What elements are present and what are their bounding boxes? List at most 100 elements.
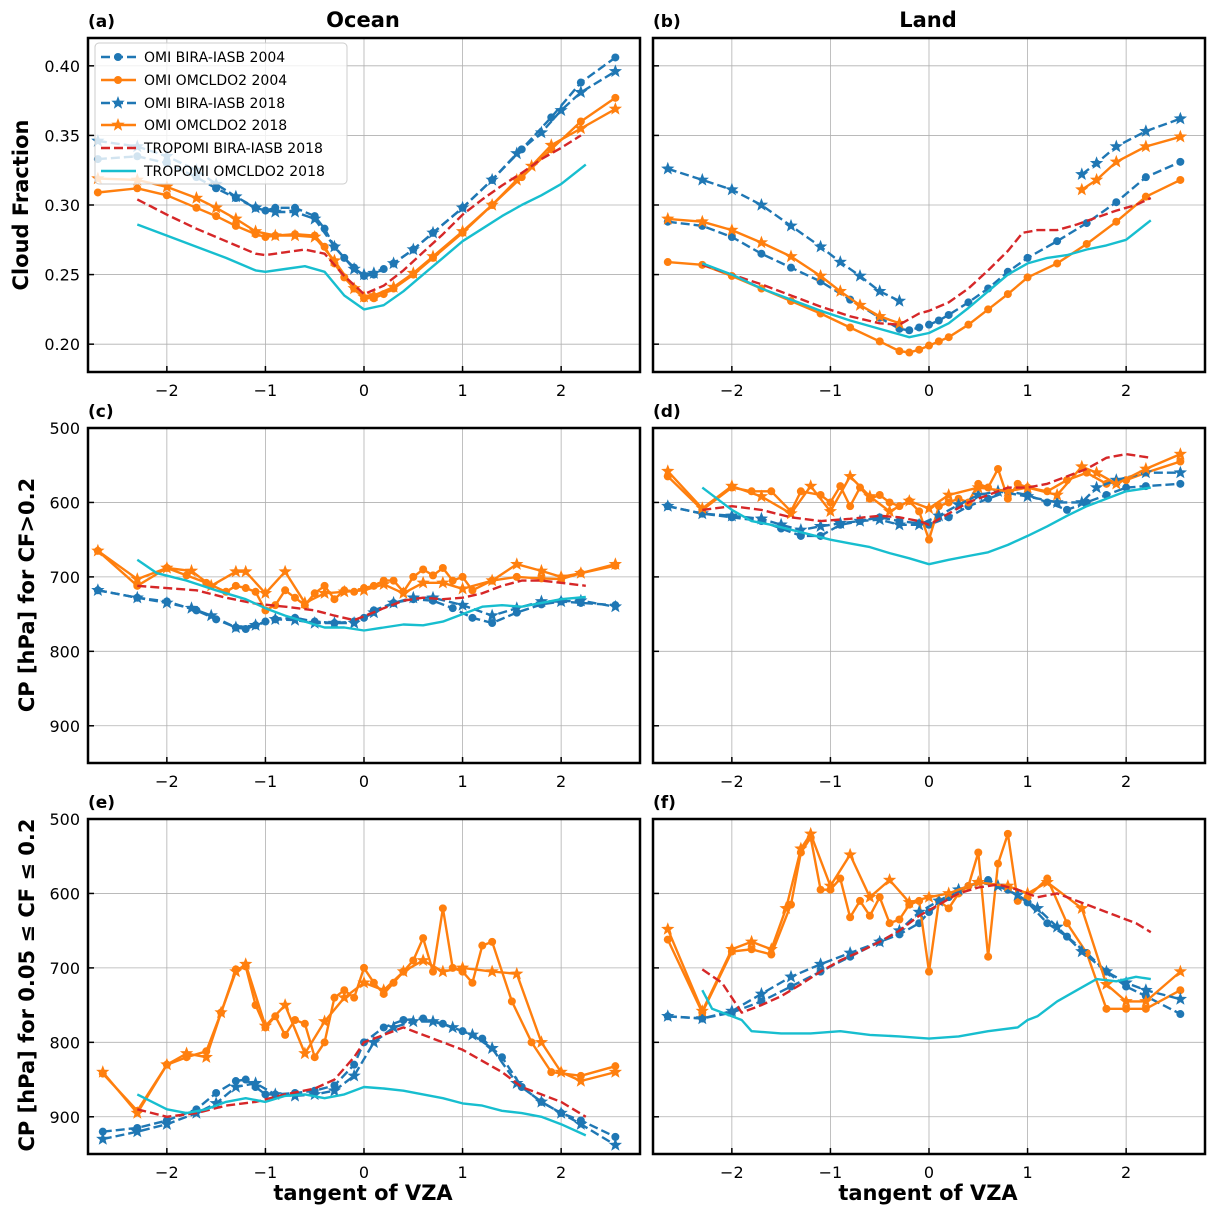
data-point-1-12 [291,593,299,602]
y-tick-label-0: 500 [49,419,80,438]
data-point-3-1 [695,501,709,515]
data-point-2-2 [160,1117,174,1130]
data-point-2-17 [1050,495,1064,509]
data-point-1-34 [1122,1004,1131,1013]
data-point-2-13 [386,1020,401,1034]
data-point-1-17 [340,986,349,995]
data-point-2-20 [534,1094,549,1108]
xlabel-right: tangent of VZA [838,1181,1018,1205]
data-point-2-6 [248,200,263,214]
data-point-0-25 [576,78,585,87]
data-point-2-9 [892,294,907,307]
data-point-0-0 [98,1127,107,1136]
x-tick-label-0: −2 [155,772,179,791]
data-point-3-10 [863,890,877,903]
data-point-4-2 [725,223,739,236]
data-point-1-25 [994,464,1002,473]
data-point-1-24 [409,572,418,581]
series-line-4 [702,452,1151,526]
data-point-1-8 [251,587,260,596]
data-point-3-16 [436,575,450,589]
series-line-2 [102,1020,617,1147]
panel-1: −2 −1 0 1 2 (b) [651,12,1207,400]
series-group [661,111,1187,357]
data-point-3-14 [386,280,401,293]
data-point-2-21 [1173,992,1187,1005]
data-point-1-19 [1082,239,1091,248]
data-point-3-23 [608,102,622,115]
data-point-0-13 [350,1060,359,1069]
data-point-2-18 [485,1041,499,1054]
data-point-0-24 [1176,479,1185,488]
data-point-3-13 [377,577,391,590]
data-point-0-19 [1063,505,1071,514]
data-point-2-0 [661,499,675,512]
data-point-2-5 [229,1080,243,1093]
x-tick-label-4: 2 [556,772,566,791]
data-point-1-1 [133,581,142,590]
data-point-1-4 [212,212,221,221]
data-point-0-12 [934,316,943,325]
data-point-3-7 [843,469,857,483]
data-point-2-18 [1075,495,1089,509]
data-point-1-36 [1176,986,1185,995]
data-point-2-9 [912,905,926,918]
data-point-3-6 [229,964,243,978]
series-line-4 [701,883,1152,1014]
data-point-3-13 [357,975,371,989]
data-point-1-19 [360,963,368,972]
data-point-2-21 [1139,465,1153,479]
data-point-1-13 [875,491,884,499]
data-point-3-15 [416,575,430,589]
data-point-1-35 [1176,457,1185,466]
data-point-2-14 [406,590,420,604]
data-point-3-18 [1040,875,1054,888]
x-tick-label-3: 1 [457,1163,467,1182]
panel-3: −2 −1 0 1 2 (d) [651,402,1207,791]
data-point-1-4 [767,487,776,496]
data-point-2-1 [695,172,709,186]
y-tick-label-2: 0.30 [44,196,80,215]
data-point-2-22 [574,1117,588,1130]
panel-2: −2 −1 0 1 2 500 600 700 800 900 (c) [49,402,642,791]
data-point-2-11 [347,262,361,275]
data-point-4-4 [784,249,798,263]
x-tick-label-2: 0 [359,772,369,791]
series-line-5 [136,1085,587,1137]
data-point-3-18 [485,573,499,587]
data-point-4-1 [695,214,709,228]
data-point-3-8 [288,228,302,242]
data-point-1-22 [389,978,398,987]
data-point-0-10 [915,323,924,332]
data-point-2-13 [951,497,966,511]
column-title-ocean: Ocean [326,8,400,32]
data-point-2-12 [367,1035,381,1048]
series-line-5 [136,163,587,311]
data-point-1-29 [458,572,467,581]
data-point-2-10 [327,1083,342,1097]
data-point-2-17 [1075,944,1089,958]
data-point-2-21 [554,103,568,116]
data-point-0-22 [1122,483,1131,492]
y-tick-label-3: 800 [49,642,80,661]
data-point-3-16 [426,249,440,263]
y-tick-label-4: 900 [49,1108,80,1127]
data-point-2-6 [843,946,857,959]
data-point-2-23 [608,64,622,78]
data-point-1-10 [915,345,924,354]
legend-label-0: OMI BIRA-IASB 2004 [144,50,285,66]
data-point-3-13 [367,288,381,302]
data-point-2-17 [465,1027,480,1041]
data-point-3-16 [1001,879,1015,892]
data-point-3-17 [436,964,450,978]
row3-ylabel: CP [hPa] for 0.05 ≤ CF ≤ 0.2 [15,818,39,1151]
data-point-3-18 [455,960,470,974]
data-point-3-4 [764,942,778,955]
data-point-3-13 [922,890,936,903]
x-tick-label-2: 0 [924,381,934,400]
data-point-3-10 [298,1046,312,1060]
data-point-3-21 [544,138,558,151]
data-point-1-32 [488,937,497,946]
data-point-3-19 [510,557,524,570]
data-point-2-3 [754,986,769,1000]
